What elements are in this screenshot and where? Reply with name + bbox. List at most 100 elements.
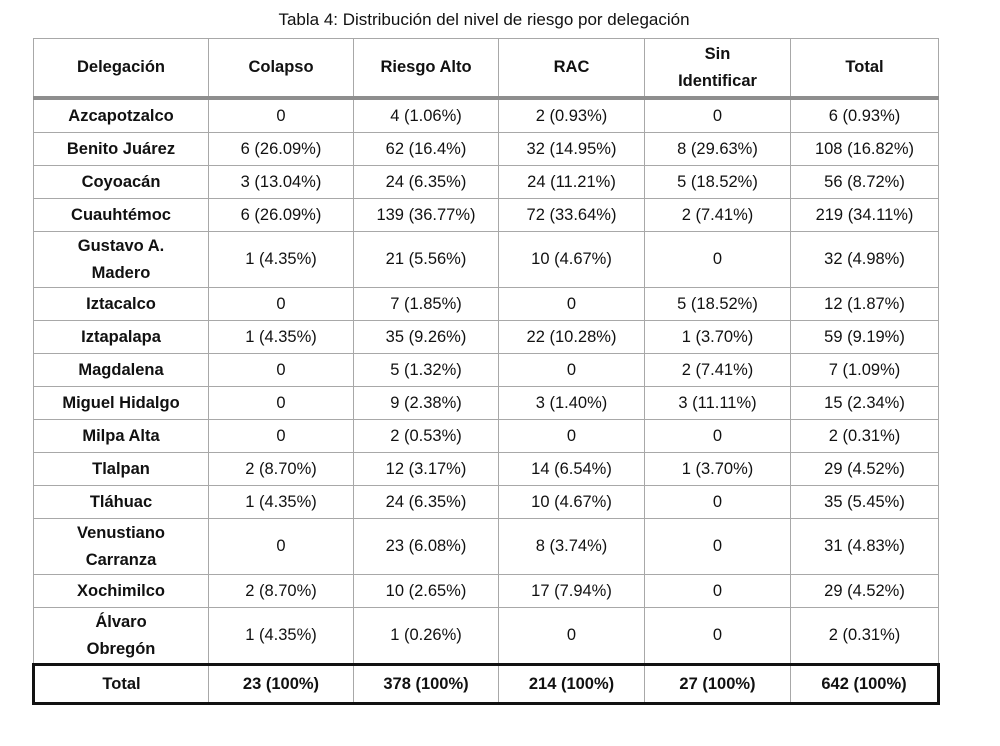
cell-sin-identificar: 8 (29.63%) bbox=[644, 132, 791, 166]
table-row: Cuauhtémoc 6 (26.09%) 139 (36.77%) 72 (33.6… bbox=[33, 198, 939, 232]
cell-delegacion: Álvaro Obregón bbox=[33, 607, 209, 665]
cell-riesgo-alto: 24 (6.35%) bbox=[353, 485, 499, 519]
cell-total: 32 (4.98%) bbox=[790, 231, 939, 288]
table-row: Azcapotzalco 0 4 (1.06%) 2 (0.93%) 0 6 (0.93%… bbox=[33, 97, 939, 133]
cell-sin-identificar: 0 bbox=[644, 231, 791, 288]
cell-riesgo-alto: 5 (1.32%) bbox=[353, 353, 499, 387]
table-row: Iztapalapa 1 (4.35%) 35 (9.26%) 22 (10.28%)… bbox=[33, 320, 939, 354]
cell-colapso: 2 (8.70%) bbox=[208, 574, 354, 608]
cell-total: 15 (2.34%) bbox=[790, 386, 939, 420]
cell-rac: 10 (4.67%) bbox=[498, 231, 645, 288]
total-label: Total bbox=[32, 663, 209, 705]
cell-total: 219 (34.11%) bbox=[790, 198, 939, 232]
cell-colapso: 0 bbox=[208, 287, 354, 321]
cell-rac: 14 (6.54%) bbox=[498, 452, 645, 486]
cell-rac: 22 (10.28%) bbox=[498, 320, 645, 354]
cell-sin-identificar: 1 (3.70%) bbox=[644, 320, 791, 354]
cell-rac: 0 bbox=[498, 287, 645, 321]
header-row: Delegación Colapso Riesgo Alto RAC Sin I… bbox=[33, 38, 939, 100]
cell-total: 7 (1.09%) bbox=[790, 353, 939, 387]
cell-delegacion: Magdalena bbox=[33, 353, 209, 387]
cell-colapso: 1 (4.35%) bbox=[208, 607, 354, 665]
table-row: Gustavo A. Madero 1 (4.35%) 21 (5.56%) 10 (… bbox=[33, 231, 939, 288]
cell-sin-identificar: 3 (11.11%) bbox=[644, 386, 791, 420]
table-row: Venustiano Carranza 0 23 (6.08%) 8 (3.74%) 0… bbox=[33, 518, 939, 575]
cell-rac: 8 (3.74%) bbox=[498, 518, 645, 575]
total-riesgo-alto: 378 (100%) bbox=[353, 663, 499, 705]
cell-delegacion: Miguel Hidalgo bbox=[33, 386, 209, 420]
cell-total: 29 (4.52%) bbox=[790, 452, 939, 486]
cell-colapso: 0 bbox=[208, 97, 354, 133]
cell-colapso: 1 (4.35%) bbox=[208, 231, 354, 288]
cell-sin-identificar: 0 bbox=[644, 485, 791, 519]
cell-total: 29 (4.52%) bbox=[790, 574, 939, 608]
cell-colapso: 6 (26.09%) bbox=[208, 198, 354, 232]
cell-riesgo-alto: 12 (3.17%) bbox=[353, 452, 499, 486]
header-delegacion: Delegación bbox=[33, 38, 209, 100]
total-total: 642 (100%) bbox=[790, 663, 940, 705]
cell-riesgo-alto: 2 (0.53%) bbox=[353, 419, 499, 453]
cell-total: 56 (8.72%) bbox=[790, 165, 939, 199]
total-row: Total 23 (100%) 378 (100%) 214 (100%) 27… bbox=[32, 663, 940, 705]
risk-by-delegation-table: Delegación Colapso Riesgo Alto RAC Sin I… bbox=[32, 38, 940, 705]
cell-colapso: 3 (13.04%) bbox=[208, 165, 354, 199]
cell-delegacion: Iztacalco bbox=[33, 287, 209, 321]
cell-rac: 0 bbox=[498, 353, 645, 387]
table-row: Álvaro Obregón 1 (4.35%) 1 (0.26%) 0 0 2 (0.3… bbox=[33, 607, 939, 665]
cell-sin-identificar: 2 (7.41%) bbox=[644, 353, 791, 387]
cell-riesgo-alto: 62 (16.4%) bbox=[353, 132, 499, 166]
table-row: Miguel Hidalgo 0 9 (2.38%) 3 (1.40%) 3 (11.1… bbox=[33, 386, 939, 420]
table-row: Milpa Alta 0 2 (0.53%) 0 0 2 (0.31%) bbox=[33, 419, 939, 453]
cell-delegacion: Azcapotzalco bbox=[33, 97, 209, 133]
header-sin-identificar: Sin Identificar bbox=[644, 38, 791, 100]
cell-sin-identificar: 2 (7.41%) bbox=[644, 198, 791, 232]
cell-rac: 2 (0.93%) bbox=[498, 97, 645, 133]
cell-total: 35 (5.45%) bbox=[790, 485, 939, 519]
cell-rac: 3 (1.40%) bbox=[498, 386, 645, 420]
cell-colapso: 0 bbox=[208, 518, 354, 575]
cell-delegacion: Xochimilco bbox=[33, 574, 209, 608]
table-row: Xochimilco 2 (8.70%) 10 (2.65%) 17 (7.94%) 0… bbox=[33, 574, 939, 608]
cell-riesgo-alto: 21 (5.56%) bbox=[353, 231, 499, 288]
cell-riesgo-alto: 1 (0.26%) bbox=[353, 607, 499, 665]
cell-riesgo-alto: 10 (2.65%) bbox=[353, 574, 499, 608]
cell-delegacion: Iztapalapa bbox=[33, 320, 209, 354]
cell-delegacion: Cuauhtémoc bbox=[33, 198, 209, 232]
cell-colapso: 0 bbox=[208, 353, 354, 387]
cell-sin-identificar: 1 (3.70%) bbox=[644, 452, 791, 486]
cell-rac: 24 (11.21%) bbox=[498, 165, 645, 199]
cell-total: 2 (0.31%) bbox=[790, 607, 939, 665]
header-colapso: Colapso bbox=[208, 38, 354, 100]
table-row: Iztacalco 0 7 (1.85%) 0 5 (18.52%) 12 (1.87%) bbox=[33, 287, 939, 321]
header-riesgo-alto: Riesgo Alto bbox=[353, 38, 499, 100]
cell-colapso: 2 (8.70%) bbox=[208, 452, 354, 486]
cell-colapso: 1 (4.35%) bbox=[208, 320, 354, 354]
cell-rac: 0 bbox=[498, 607, 645, 665]
cell-riesgo-alto: 35 (9.26%) bbox=[353, 320, 499, 354]
header-total: Total bbox=[790, 38, 939, 100]
cell-colapso: 0 bbox=[208, 386, 354, 420]
cell-delegacion: Milpa Alta bbox=[33, 419, 209, 453]
cell-colapso: 6 (26.09%) bbox=[208, 132, 354, 166]
cell-rac: 32 (14.95%) bbox=[498, 132, 645, 166]
cell-sin-identificar: 5 (18.52%) bbox=[644, 287, 791, 321]
total-rac: 214 (100%) bbox=[498, 663, 645, 705]
cell-riesgo-alto: 23 (6.08%) bbox=[353, 518, 499, 575]
table-caption: Tabla 4: Distribución del nivel de riesg… bbox=[278, 10, 690, 29]
cell-rac: 17 (7.94%) bbox=[498, 574, 645, 608]
cell-sin-identificar: 0 bbox=[644, 607, 791, 665]
table-row: Coyoacán 3 (13.04%) 24 (6.35%) 24 (11.21%) 5… bbox=[33, 165, 939, 199]
table-row: Tlalpan 2 (8.70%) 12 (3.17%) 14 (6.54%) 1 (3… bbox=[33, 452, 939, 486]
total-sin-identificar: 27 (100%) bbox=[644, 663, 791, 705]
total-colapso: 23 (100%) bbox=[208, 663, 354, 705]
cell-riesgo-alto: 9 (2.38%) bbox=[353, 386, 499, 420]
cell-rac: 72 (33.64%) bbox=[498, 198, 645, 232]
cell-total: 2 (0.31%) bbox=[790, 419, 939, 453]
cell-delegacion: Coyoacán bbox=[33, 165, 209, 199]
cell-riesgo-alto: 7 (1.85%) bbox=[353, 287, 499, 321]
cell-colapso: 1 (4.35%) bbox=[208, 485, 354, 519]
cell-delegacion: Gustavo A. Madero bbox=[33, 231, 209, 288]
cell-sin-identificar: 0 bbox=[644, 574, 791, 608]
table-row: Benito Juárez 6 (26.09%) 62 (16.4%) 32 (14.… bbox=[33, 132, 939, 166]
header-rac: RAC bbox=[498, 38, 645, 100]
